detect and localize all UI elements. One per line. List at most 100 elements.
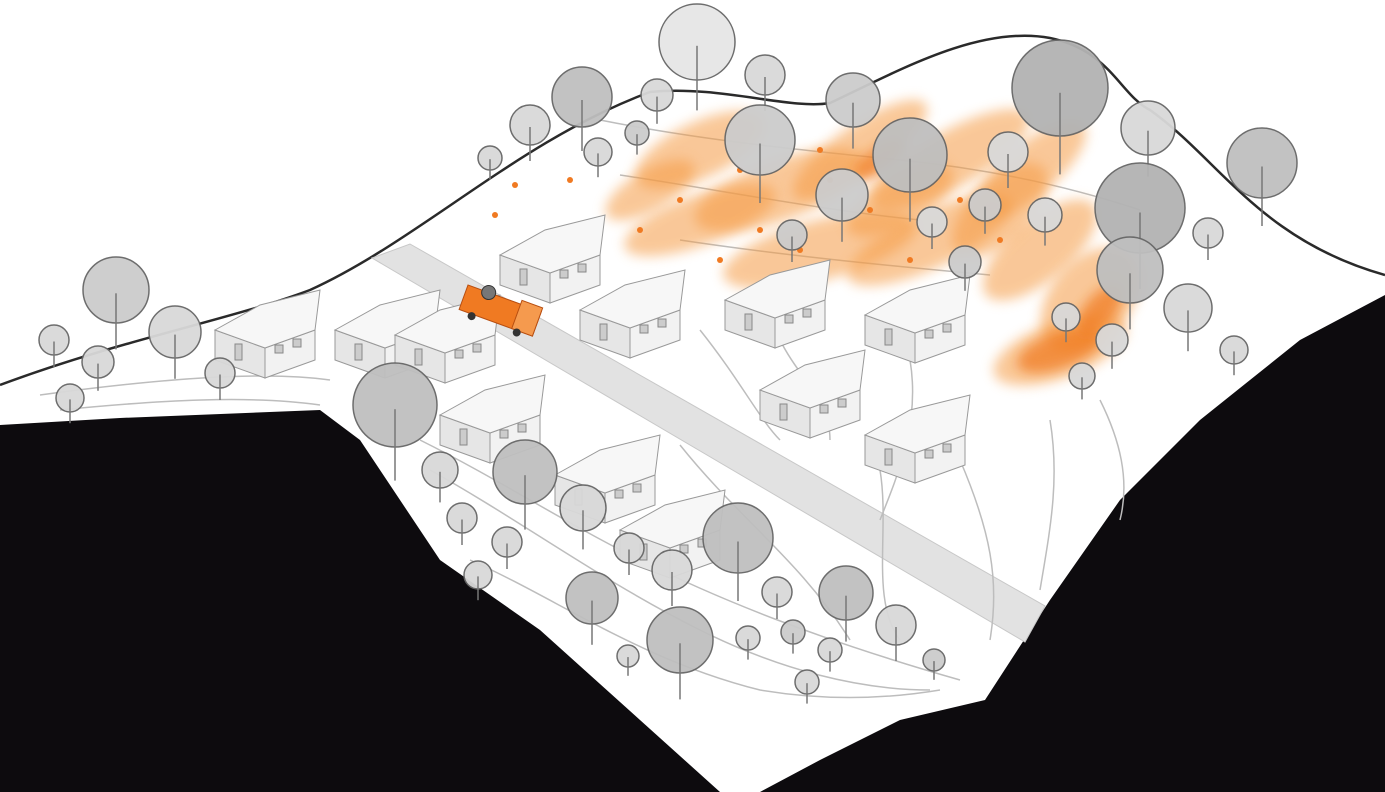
tree bbox=[1011, 39, 1109, 175]
tree bbox=[421, 451, 459, 503]
house-door bbox=[519, 268, 528, 286]
house-window bbox=[924, 329, 934, 339]
tree bbox=[565, 571, 619, 645]
tree bbox=[916, 206, 948, 249]
house-roof bbox=[758, 349, 866, 409]
house-window bbox=[639, 324, 649, 334]
house-window bbox=[942, 323, 952, 333]
tree bbox=[82, 256, 150, 350]
tree bbox=[817, 637, 843, 672]
ember bbox=[567, 177, 573, 183]
house bbox=[863, 394, 971, 484]
ember bbox=[717, 257, 723, 263]
house-window bbox=[632, 483, 642, 493]
house-window bbox=[924, 449, 934, 459]
house-window bbox=[819, 404, 829, 414]
tree bbox=[624, 120, 650, 155]
house-window bbox=[837, 398, 847, 408]
tree bbox=[55, 383, 85, 424]
ember bbox=[637, 227, 643, 233]
house bbox=[723, 259, 831, 349]
house-window bbox=[942, 443, 952, 453]
contour-line bbox=[1099, 399, 1125, 521]
house-roof bbox=[723, 259, 831, 319]
house-window bbox=[679, 544, 689, 554]
contour-line bbox=[1039, 419, 1055, 591]
tree bbox=[148, 305, 202, 379]
tree bbox=[724, 104, 796, 203]
tree bbox=[948, 245, 982, 291]
house-window bbox=[274, 344, 284, 354]
tree bbox=[646, 606, 714, 700]
contour-line bbox=[469, 559, 941, 699]
house-window bbox=[802, 308, 812, 318]
dark-slope-right bbox=[760, 295, 1385, 792]
tree bbox=[735, 625, 761, 660]
ember bbox=[867, 207, 873, 213]
ember bbox=[817, 147, 823, 153]
truck-turret bbox=[481, 285, 497, 301]
dark-slope-left bbox=[0, 410, 720, 792]
tree bbox=[651, 549, 693, 606]
tree bbox=[352, 362, 438, 481]
house-window bbox=[499, 429, 509, 439]
tree bbox=[968, 188, 1002, 234]
ember bbox=[997, 237, 1003, 243]
tree bbox=[1192, 217, 1224, 260]
tree bbox=[616, 644, 640, 676]
house-door bbox=[234, 343, 243, 361]
ember bbox=[907, 257, 913, 263]
fire-plume bbox=[605, 159, 695, 221]
tree bbox=[922, 648, 946, 680]
tree bbox=[825, 72, 881, 149]
ember bbox=[957, 197, 963, 203]
house-window bbox=[292, 338, 302, 348]
house-door bbox=[599, 323, 608, 341]
tree bbox=[492, 439, 558, 530]
house-window bbox=[472, 343, 482, 353]
house-roof bbox=[213, 289, 321, 349]
tree bbox=[702, 502, 774, 601]
tree bbox=[477, 145, 503, 180]
truck-cab bbox=[511, 299, 544, 337]
tree bbox=[1051, 302, 1081, 343]
tree bbox=[613, 532, 645, 575]
tree bbox=[1219, 335, 1249, 376]
house-roof bbox=[863, 394, 971, 454]
fire-plume bbox=[983, 199, 1097, 301]
contour-line bbox=[39, 375, 331, 396]
truck-wheel bbox=[467, 312, 476, 321]
ember bbox=[492, 212, 498, 218]
house-door bbox=[884, 328, 893, 346]
house-roof bbox=[578, 269, 686, 329]
tree bbox=[987, 131, 1029, 188]
tree bbox=[509, 104, 551, 161]
house-window bbox=[577, 263, 587, 273]
tree bbox=[491, 526, 523, 569]
tree bbox=[1095, 323, 1129, 369]
tree bbox=[1068, 362, 1096, 400]
trees bbox=[38, 3, 1298, 704]
tree bbox=[204, 357, 236, 400]
house-door bbox=[779, 403, 788, 421]
tree bbox=[1163, 283, 1213, 352]
contour-line bbox=[59, 398, 321, 411]
contour-line bbox=[699, 329, 781, 441]
house bbox=[213, 289, 321, 379]
tree bbox=[1120, 100, 1176, 177]
ember bbox=[757, 227, 763, 233]
tree bbox=[780, 619, 806, 654]
tree bbox=[761, 576, 793, 619]
tree bbox=[81, 345, 115, 391]
house-window bbox=[517, 423, 527, 433]
house-roof bbox=[438, 374, 546, 434]
tree bbox=[776, 219, 808, 262]
house bbox=[758, 349, 866, 439]
house-window bbox=[614, 489, 624, 499]
fire-plume bbox=[624, 183, 776, 257]
tree bbox=[551, 66, 613, 151]
tree bbox=[446, 502, 478, 545]
house-window bbox=[657, 318, 667, 328]
